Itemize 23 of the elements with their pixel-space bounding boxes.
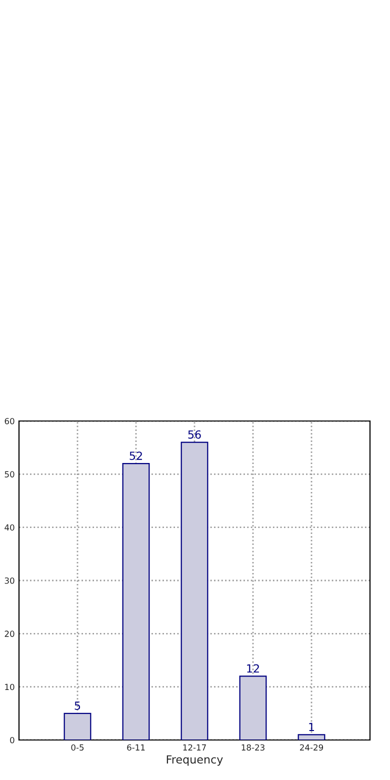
y-tick-label: 60 — [4, 418, 14, 424]
data-label: 1 — [309, 722, 314, 731]
y-tick-label: 50 — [4, 471, 14, 478]
bar — [180, 442, 208, 740]
data-label: 56 — [188, 430, 201, 439]
data-label: 52 — [130, 452, 142, 460]
y-tick-label: 40 — [4, 524, 14, 531]
data-label: 12 — [247, 664, 259, 672]
x-tick-label: 6-11 — [127, 744, 145, 751]
y-tick-label: 20 — [4, 630, 14, 637]
x-tick-label: 12-17 — [183, 744, 206, 750]
y-tick-label: 30 — [4, 577, 14, 584]
x-axis-title: Frequency — [166, 755, 223, 766]
data-label: 5 — [74, 702, 80, 710]
y-tick-label: 10 — [5, 684, 14, 690]
x-tick-label: 0-5 — [71, 744, 84, 751]
bar — [64, 712, 92, 740]
y-tick-label: 0 — [10, 736, 14, 744]
bar — [122, 462, 150, 740]
bar — [239, 676, 267, 740]
x-tick-label: 18-23 — [242, 744, 264, 751]
x-tick-label: 24-29 — [300, 744, 324, 751]
bar — [298, 734, 326, 740]
